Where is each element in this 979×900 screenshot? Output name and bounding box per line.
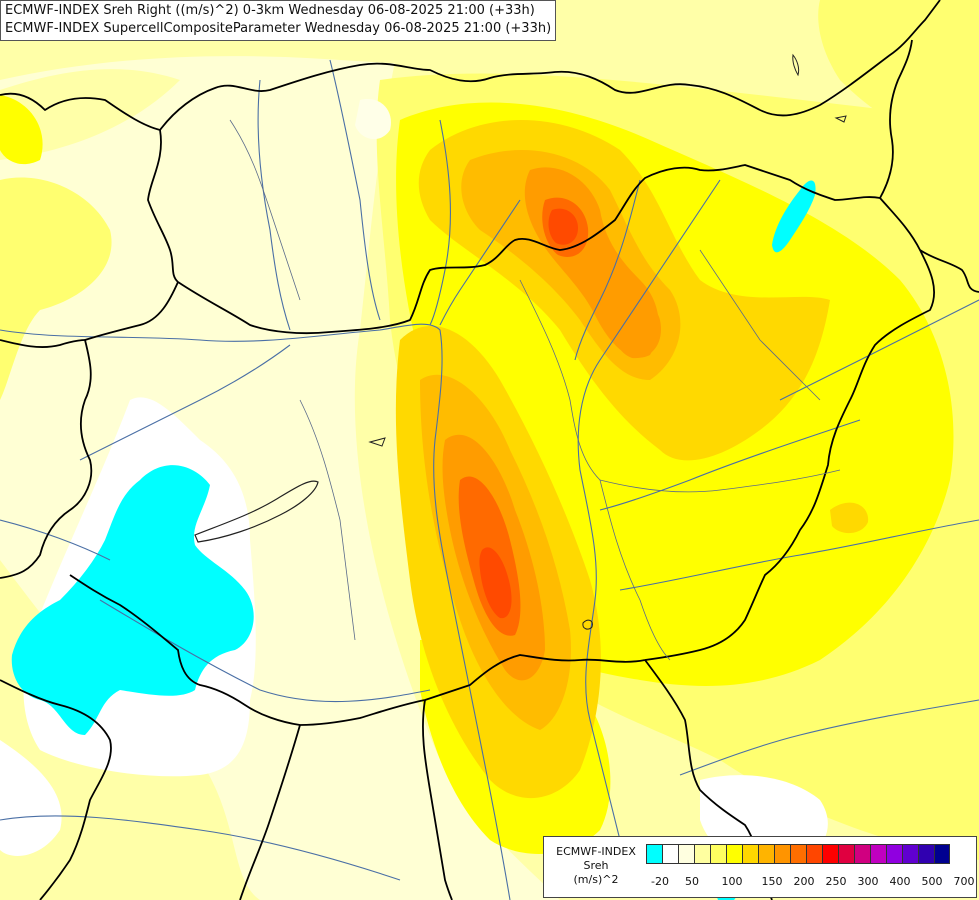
border-si-hr-sw — [0, 679, 112, 900]
contour-cyan-west — [11, 465, 254, 735]
rivers — [0, 59, 979, 900]
header-line-sreh: ECMWF-INDEX Sreh Right ((m/s)^2) 0-3km W… — [5, 3, 535, 18]
legend-title: ECMWF-INDEX Sreh (m/s)^2 — [548, 845, 644, 887]
legend-tick-label: 150 — [761, 875, 783, 888]
border-hu-hr — [69, 574, 426, 726]
legend-tick-label: 300 — [857, 875, 879, 888]
border-hu-ro — [644, 249, 935, 661]
contour-darkorange-ne — [613, 301, 661, 359]
region-line-1 — [519, 279, 601, 481]
legend-swatch — [870, 844, 886, 864]
legend-title-unit: (m/s)^2 — [573, 873, 619, 886]
legend-swatch — [774, 844, 790, 864]
border-hu-rs — [424, 654, 646, 701]
lake-small-1 — [368, 437, 386, 447]
region-line-2 — [599, 469, 841, 493]
legend-swatch — [646, 844, 662, 864]
regional-lines — [229, 119, 841, 661]
legend-swatch — [822, 844, 838, 864]
river-danube — [0, 323, 511, 900]
river-szamos — [779, 299, 979, 401]
river-morava — [257, 79, 291, 331]
river-ipoly — [439, 199, 521, 326]
legend-tick-label: 400 — [889, 875, 911, 888]
river-maros — [619, 519, 979, 591]
legend-swatch — [694, 844, 710, 864]
legend-swatch — [710, 844, 726, 864]
region-line-6 — [229, 119, 301, 301]
contour-light-ne — [818, 0, 979, 142]
lake-balaton — [194, 480, 319, 543]
legend-swatch — [678, 844, 694, 864]
contour-cyan-east — [772, 180, 816, 253]
legend-tick-label: 250 — [825, 875, 847, 888]
contour-white-nw — [355, 99, 391, 140]
legend-title-model: ECMWF-INDEX — [556, 845, 636, 858]
legend-swatch — [806, 844, 822, 864]
border-hu-ua-ro — [879, 197, 979, 293]
legend-swatch — [742, 844, 758, 864]
river-mur — [0, 519, 111, 561]
region-line-3 — [599, 479, 671, 661]
contour-light-west — [0, 177, 112, 400]
border-hu-at-si — [0, 281, 179, 579]
legend-swatch — [662, 844, 678, 864]
border-ba-hr — [239, 724, 301, 900]
border-sk-ua — [879, 39, 913, 199]
contour-yellow-nw — [0, 95, 43, 165]
legend-swatch — [758, 844, 774, 864]
contour-white-sw — [0, 740, 62, 856]
legend-swatch — [790, 844, 806, 864]
legend-swatch — [726, 844, 742, 864]
river-timis — [679, 699, 979, 776]
region-line-5 — [699, 249, 821, 401]
legend-swatch — [838, 844, 854, 864]
legend-tick-label: 50 — [685, 875, 699, 888]
legend-color-bar — [646, 844, 950, 864]
border-hr-rs — [422, 699, 453, 900]
legend-title-param: Sreh — [583, 859, 609, 872]
legend-swatch — [934, 844, 950, 864]
river-sava — [0, 815, 401, 881]
header-line-scp: ECMWF-INDEX SupercellCompositeParameter … — [5, 21, 552, 36]
river-vah — [329, 59, 381, 321]
river-drava — [99, 599, 431, 703]
legend-swatch — [854, 844, 870, 864]
border-at-cz — [0, 339, 86, 348]
contour-redorange-north — [548, 208, 578, 245]
legend-swatch — [886, 844, 902, 864]
map-header: ECMWF-INDEX Sreh Right ((m/s)^2) 0-3km W… — [0, 0, 557, 41]
lake-small-2 — [582, 619, 593, 630]
color-legend: ECMWF-INDEX Sreh (m/s)^2 -20 50 100 150 200 2… — [543, 836, 977, 898]
legend-swatch — [902, 844, 918, 864]
border-sk-pl — [159, 0, 941, 131]
region-line-4 — [299, 399, 356, 641]
contour-gold-east-spot — [830, 502, 869, 534]
contour-redorange-central — [479, 547, 512, 619]
legend-tick-label: 100 — [721, 875, 743, 888]
legend-tick-label: -20 — [651, 875, 669, 888]
river-raab — [79, 344, 291, 461]
border-sk-hu — [177, 164, 881, 335]
river-hron — [429, 119, 452, 326]
legend-tick-label: 500 — [921, 875, 943, 888]
river-tisza — [577, 179, 721, 841]
lake-small-3 — [792, 53, 800, 77]
lake-small-4 — [834, 115, 847, 123]
legend-swatch — [918, 844, 934, 864]
legend-tick-labels: -20 50 100 150 200 250 300 400 500 700 — [646, 875, 975, 891]
river-koros — [599, 419, 861, 511]
legend-tick-label: 200 — [793, 875, 815, 888]
legend-tick-label: 700 — [953, 875, 975, 888]
river-sajo — [574, 179, 641, 361]
